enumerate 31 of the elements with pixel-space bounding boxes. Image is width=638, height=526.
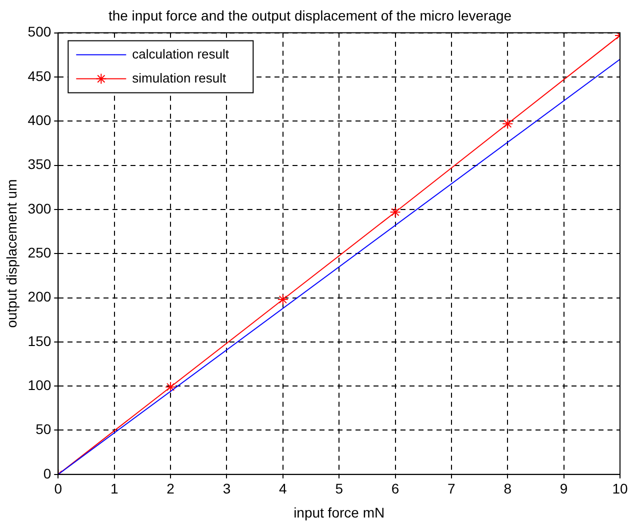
x-tick-label: 2 <box>166 480 175 497</box>
x-tick-label: 10 <box>612 480 628 497</box>
x-tick-label: 0 <box>54 480 62 497</box>
legend-label: calculation result <box>132 46 230 62</box>
point <box>390 206 401 218</box>
point <box>277 294 288 306</box>
y-tick-label: 0 <box>43 465 52 482</box>
x-axis-title: input force mN <box>294 504 385 520</box>
y-tick-label: 150 <box>28 332 52 349</box>
y-tick-label: 300 <box>28 200 52 216</box>
y-tick-label: 450 <box>28 68 52 84</box>
x-tick-label: 1 <box>110 480 118 497</box>
x-tick-label: 5 <box>335 480 344 497</box>
y-tick-label: 250 <box>28 244 52 260</box>
x-tick-label: 7 <box>448 480 456 497</box>
y-tick-label: 200 <box>28 288 52 305</box>
legend-label: simulation result <box>132 70 226 86</box>
y-tick-label: 50 <box>36 421 52 438</box>
y-tick-label: 350 <box>28 156 52 172</box>
x-tick-label: 3 <box>222 480 231 497</box>
x-tick-label: 9 <box>560 480 568 497</box>
x-tick-label: 8 <box>504 480 512 497</box>
point <box>502 118 514 130</box>
point <box>165 381 176 392</box>
y-tick-label: 100 <box>28 376 52 393</box>
x-tick-label: 6 <box>391 480 400 497</box>
y-axis-title: output displacement um <box>3 179 20 328</box>
chart-title: the input force and the output displacement of the micro leverage <box>108 7 512 24</box>
x-tick-label: 4 <box>278 480 287 497</box>
y-tick-label: 500 <box>28 24 52 40</box>
y-tick-label: 400 <box>28 112 52 128</box>
